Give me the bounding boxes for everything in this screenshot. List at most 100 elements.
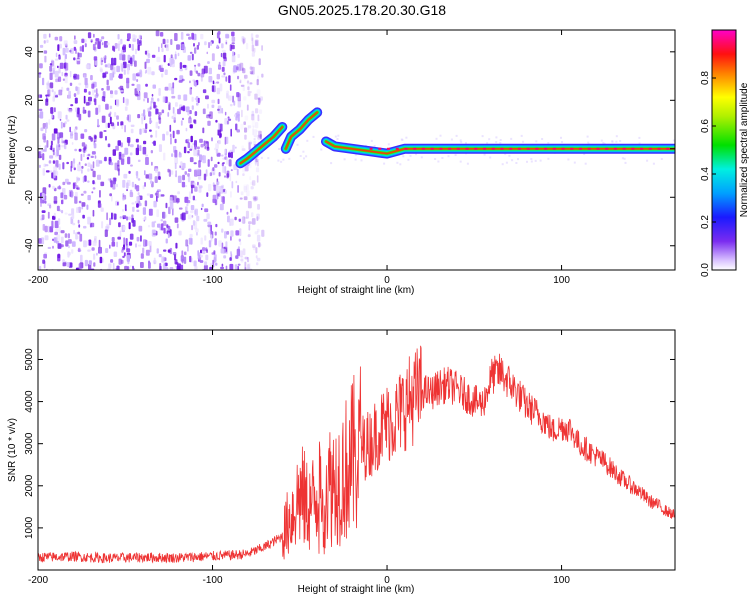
- heatmap-noise-cell: [42, 153, 45, 161]
- heatmap-noise-cell: [158, 112, 162, 116]
- heatmap-noise-cell: [235, 230, 240, 236]
- heatmap-noise-cell: [238, 218, 241, 222]
- heatmap-noise-cell: [87, 168, 90, 172]
- heatmap-faint-cell: [278, 148, 281, 150]
- heatmap-faint-cell: [407, 158, 410, 161]
- heatmap-noise-cell: [116, 183, 118, 188]
- heatmap-noise-cell: [142, 146, 147, 155]
- heatmap-noise-cell: [50, 145, 53, 151]
- heatmap-noise-cell: [203, 265, 208, 270]
- heatmap-noise-cell: [202, 247, 206, 251]
- heatmap-noise-cell: [110, 90, 114, 98]
- heatmap-noise-cell: [228, 152, 232, 158]
- heatmap-noise-cell: [172, 252, 177, 256]
- y-tick-label: 0: [24, 146, 35, 152]
- heatmap-noise-cell: [118, 222, 121, 228]
- heatmap-noise-cell: [226, 120, 230, 125]
- heatmap-noise-cell: [136, 196, 141, 202]
- heatmap-noise-cell: [56, 205, 60, 212]
- heatmap-noise-cell: [184, 171, 187, 175]
- heatmap-noise-cell: [80, 133, 85, 139]
- heatmap-noise-cell: [243, 184, 247, 191]
- heatmap-noise-cell: [220, 266, 224, 270]
- colorbar-tick-label: 0.8: [700, 71, 711, 85]
- heatmap-noise-cell: [161, 43, 163, 49]
- heatmap-noise-cell: [231, 44, 235, 50]
- heatmap-noise-cell: [139, 145, 142, 152]
- heatmap-noise-cell: [180, 106, 185, 111]
- heatmap-faint-cell: [288, 157, 291, 160]
- heatmap-noise-cell: [151, 71, 155, 76]
- heatmap-noise-cell: [182, 117, 184, 121]
- heatmap-noise-cell: [59, 62, 64, 69]
- heatmap-noise-cell: [73, 167, 76, 171]
- heatmap-noise-cell: [226, 211, 229, 215]
- heatmap-noise-cell: [187, 142, 191, 149]
- spectrogram-y-axis-label: Frequency (Hz): [7, 116, 18, 185]
- snr-line: [38, 345, 675, 564]
- heatmap-noise-cell: [86, 204, 89, 210]
- signal-peak-cell: [500, 147, 504, 150]
- heatmap-noise-cell: [212, 85, 216, 93]
- heatmap-noise-cell: [94, 89, 96, 93]
- heatmap-noise-cell: [236, 129, 240, 133]
- heatmap-noise-cell: [38, 72, 42, 75]
- heatmap-noise-cell: [224, 175, 226, 178]
- heatmap-noise-cell: [68, 213, 72, 216]
- heatmap-noise-cell: [67, 239, 72, 244]
- heatmap-noise-cell: [167, 101, 170, 105]
- heatmap-noise-cell: [55, 160, 59, 168]
- heatmap-noise-cell: [259, 96, 263, 101]
- heatmap-noise-cell: [242, 248, 246, 256]
- heatmap-noise-cell: [99, 256, 103, 264]
- heatmap-noise-cell: [164, 69, 168, 75]
- heatmap-faint-cell: [602, 142, 605, 144]
- heatmap-noise-cell: [145, 157, 149, 165]
- heatmap-noise-cell: [39, 164, 41, 168]
- heatmap-noise-cell: [68, 90, 71, 99]
- heatmap-noise-cell: [123, 252, 126, 257]
- heatmap-noise-cell: [175, 102, 178, 107]
- heatmap-noise-cell: [255, 122, 259, 129]
- heatmap-noise-cell: [85, 64, 90, 69]
- colorbar: 0.0 0.2 0.4 0.6 0.8 Normalized spectral ampl…: [700, 29, 750, 277]
- heatmap-noise-cell: [127, 114, 129, 121]
- heatmap-noise-cell: [112, 149, 116, 156]
- heatmap-noise-cell: [224, 149, 226, 154]
- heatmap-noise-cell: [177, 263, 181, 270]
- heatmap-noise-cell: [143, 98, 146, 102]
- heatmap-noise-cell: [198, 160, 201, 168]
- heatmap-noise-cell: [55, 240, 60, 244]
- heatmap-noise-cell: [149, 194, 154, 198]
- heatmap-noise-cell: [62, 78, 65, 81]
- heatmap-faint-cell: [584, 162, 587, 165]
- heatmap-noise-cell: [88, 91, 91, 95]
- heatmap-noise-cell: [137, 144, 139, 152]
- heatmap-noise-cell: [135, 138, 139, 143]
- heatmap-noise-cell: [162, 96, 166, 103]
- heatmap-noise-cell: [83, 153, 85, 158]
- heatmap-noise-cell: [200, 254, 203, 258]
- heatmap-noise-cell: [256, 228, 260, 233]
- signal-peak-cell: [517, 147, 521, 150]
- heatmap-noise-cell: [78, 263, 82, 270]
- heatmap-noise-cell: [65, 178, 69, 184]
- heatmap-noise-cell: [246, 104, 249, 111]
- heatmap-noise-cell: [239, 228, 242, 236]
- heatmap-noise-cell: [99, 39, 103, 42]
- heatmap-noise-cell: [161, 48, 164, 53]
- heatmap-noise-cell: [60, 121, 63, 129]
- heatmap-noise-cell: [253, 47, 256, 53]
- heatmap-noise-cell: [97, 174, 101, 180]
- heatmap-noise-cell: [158, 144, 162, 152]
- heatmap-noise-cell: [64, 75, 68, 84]
- heatmap-noise-cell: [240, 217, 245, 223]
- heatmap-noise-cell: [60, 236, 64, 244]
- heatmap-noise-cell: [157, 98, 160, 102]
- heatmap-noise-cell: [111, 69, 114, 74]
- heatmap-noise-cell: [243, 121, 246, 125]
- heatmap-noise-cell: [123, 237, 126, 245]
- heatmap-noise-cell: [69, 82, 73, 86]
- heatmap-noise-cell: [221, 75, 226, 78]
- heatmap-noise-cell: [106, 85, 110, 91]
